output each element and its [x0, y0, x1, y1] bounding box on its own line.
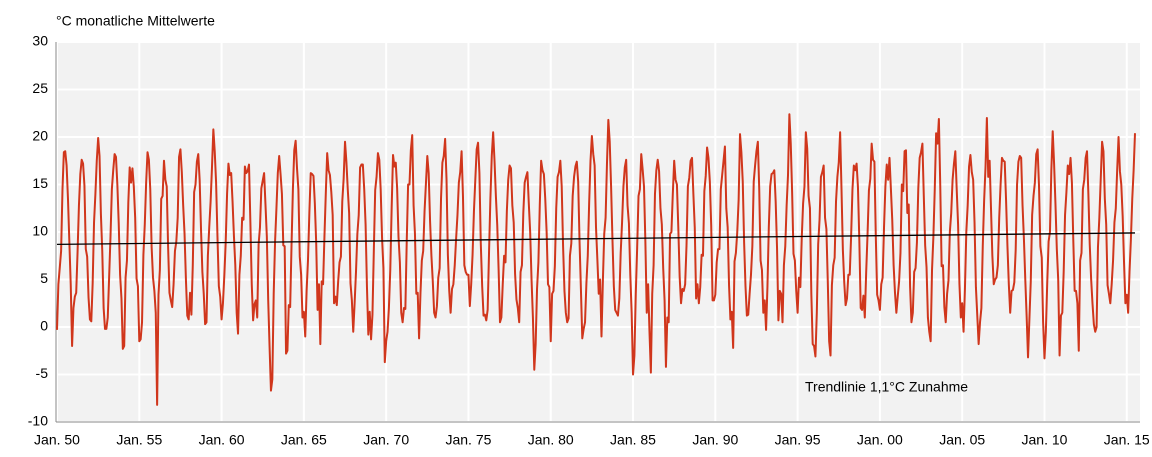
- trend-label: Trendlinie 1,1°C Zunahme: [805, 379, 968, 395]
- y-tick-label: 30: [32, 33, 48, 49]
- x-tick-label: Jan. 15: [1104, 432, 1150, 448]
- trend-line: [56, 232, 1136, 245]
- y-tick-label: 15: [32, 175, 48, 191]
- y-tick-label: 20: [32, 128, 48, 144]
- x-tick-label: Jan. 95: [775, 432, 821, 448]
- y-tick-label: 5: [40, 270, 48, 286]
- x-tick-label: Jan. 55: [116, 432, 162, 448]
- x-tick-label: Jan. 65: [281, 432, 327, 448]
- y-tick-label: 25: [32, 80, 48, 96]
- x-tick-label: Jan. 10: [1022, 432, 1068, 448]
- data-line: [56, 113, 1136, 406]
- x-tick-label: Jan. 85: [610, 432, 656, 448]
- x-tick-label: Jan. 70: [363, 432, 409, 448]
- x-tick-label: Jan. 05: [939, 432, 985, 448]
- chart-title: °C monatliche Mittelwerte: [56, 13, 215, 29]
- y-tick-label: 10: [32, 223, 48, 239]
- x-tick-label: Jan. 75: [445, 432, 491, 448]
- y-tick-label: -10: [28, 413, 48, 429]
- x-tick-label: Jan. 80: [528, 432, 574, 448]
- x-tick-label: Jan. 60: [199, 432, 245, 448]
- y-tick-label: 0: [40, 318, 48, 334]
- y-tick-label: -5: [36, 365, 49, 381]
- x-tick-label: Jan. 90: [692, 432, 738, 448]
- x-tick-label: Jan. 50: [34, 432, 80, 448]
- x-tick-label: Jan. 00: [857, 432, 903, 448]
